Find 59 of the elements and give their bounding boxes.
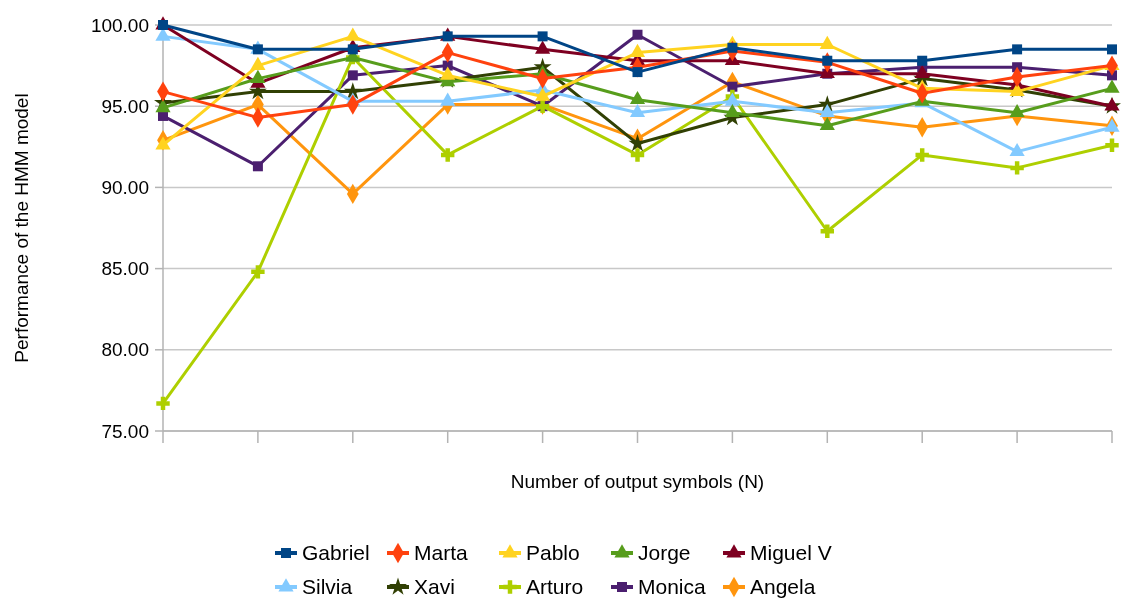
point	[820, 224, 835, 238]
point	[1104, 79, 1120, 93]
point	[819, 116, 835, 131]
point	[156, 396, 170, 411]
point	[252, 161, 263, 172]
point	[1105, 138, 1119, 152]
point	[629, 103, 646, 118]
y-tick-label: 80.00	[101, 339, 149, 361]
point	[440, 92, 456, 106]
point	[1107, 44, 1117, 55]
point	[1012, 44, 1023, 55]
point	[251, 265, 265, 279]
point	[347, 44, 358, 55]
point	[440, 66, 456, 80]
point	[629, 43, 646, 57]
point	[155, 136, 171, 150]
point	[158, 20, 168, 30]
legend-label: Gabriel	[302, 541, 370, 565]
y-axis-title: Performance of the HMM model	[11, 93, 32, 363]
point	[914, 64, 930, 79]
point	[915, 148, 929, 162]
point	[727, 81, 738, 92]
point	[819, 35, 835, 49]
point	[535, 87, 551, 101]
legend-label: Xavi	[414, 575, 455, 599]
point	[250, 69, 266, 83]
y-tick-label: 90.00	[101, 177, 149, 199]
point	[629, 90, 646, 105]
point	[1009, 142, 1025, 157]
point	[1010, 161, 1024, 175]
legend-label: Arturo	[526, 575, 584, 599]
legend-label: Monica	[638, 575, 707, 599]
y-tick-label: 75.00	[101, 420, 149, 442]
point	[250, 56, 266, 70]
point	[724, 103, 740, 118]
point	[252, 44, 263, 55]
point	[535, 40, 551, 54]
legend-label: Silvia	[302, 575, 353, 599]
y-tick-label: 95.00	[101, 95, 149, 117]
x-axis-title: Number of output symbols (N)	[510, 471, 765, 492]
point	[630, 148, 645, 162]
point	[917, 55, 928, 66]
legend-label: Pablo	[526, 541, 580, 565]
y-tick-label: 100.00	[90, 14, 149, 36]
legend-label: Jorge	[638, 541, 691, 565]
point	[1009, 103, 1025, 118]
point	[347, 70, 358, 81]
legend-label: Marta	[414, 541, 468, 565]
point	[537, 31, 548, 42]
point	[727, 42, 738, 53]
legend-label: Angela	[750, 575, 816, 599]
legend-label: Miguel V	[750, 541, 832, 565]
y-tick-label: 85.00	[101, 258, 149, 280]
point	[819, 103, 835, 118]
point	[1104, 118, 1120, 132]
point	[440, 148, 455, 162]
point	[632, 29, 643, 40]
point	[345, 27, 361, 41]
point	[155, 99, 171, 113]
